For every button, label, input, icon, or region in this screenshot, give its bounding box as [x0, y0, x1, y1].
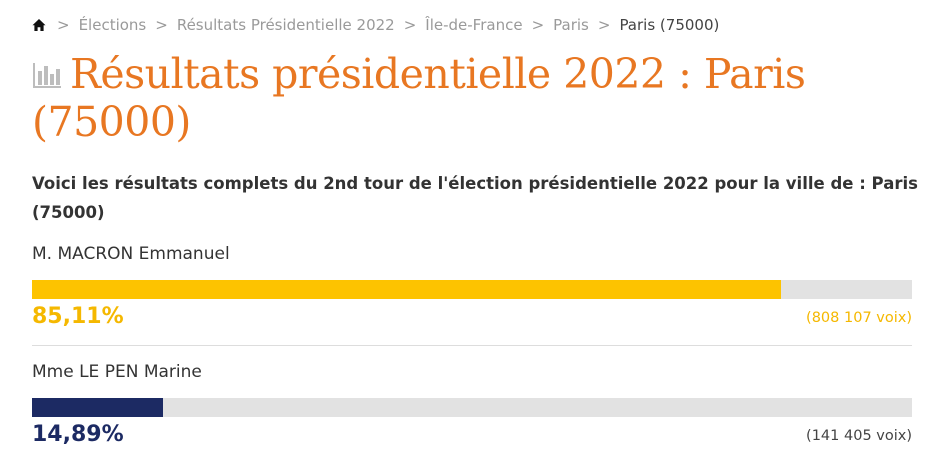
candidate-votes: (141 405 voix): [806, 428, 912, 444]
page-title-heading: Résultats présidentielle 2022 : Paris (7…: [32, 50, 912, 146]
breadcrumb-separator: >: [531, 16, 545, 34]
breadcrumb-separator: >: [597, 16, 611, 34]
page-title: Résultats présidentielle 2022 : Paris (7…: [32, 50, 806, 146]
breadcrumb-separator: >: [155, 16, 168, 34]
candidate-name: Mme LE PEN Marine: [32, 362, 202, 382]
candidate-name: M. MACRON Emmanuel: [32, 244, 230, 264]
candidate-result-lepen: Mme LE PEN Marine 14,89% (141 405 voix): [32, 360, 912, 454]
result-bar-track: [32, 398, 912, 417]
results-description: Voici les résultats complets du 2nd tour…: [32, 174, 918, 222]
candidate-votes: (808 107 voix): [806, 310, 912, 326]
result-bar-fill: [32, 280, 781, 299]
breadcrumb-item-resultats-presidentielle[interactable]: Résultats Présidentielle 2022: [176, 16, 395, 34]
result-bar-fill: [32, 398, 164, 417]
breadcrumb: > Élections > Résultats Présidentielle 2…: [32, 14, 719, 36]
title-block: Résultats présidentielle 2022 : Paris (7…: [32, 50, 912, 146]
breadcrumb-separator: >: [57, 16, 70, 34]
breadcrumb-item-ile-de-france[interactable]: Île-de-France: [425, 16, 523, 34]
breadcrumb-item-current: Paris (75000): [619, 16, 720, 34]
breadcrumb-separator: >: [403, 16, 417, 34]
result-bar-track: [32, 280, 912, 299]
breadcrumb-item-paris[interactable]: Paris: [553, 16, 589, 34]
divider: [32, 345, 912, 346]
bar-chart-icon: [32, 51, 62, 88]
candidate-percent: 14,89%: [32, 422, 124, 447]
candidate-result-macron: M. MACRON Emmanuel 85,11% (808 107 voix): [32, 242, 912, 334]
home-icon[interactable]: [32, 18, 46, 32]
breadcrumb-item-elections[interactable]: Élections: [78, 16, 147, 34]
candidate-percent: 85,11%: [32, 304, 124, 329]
